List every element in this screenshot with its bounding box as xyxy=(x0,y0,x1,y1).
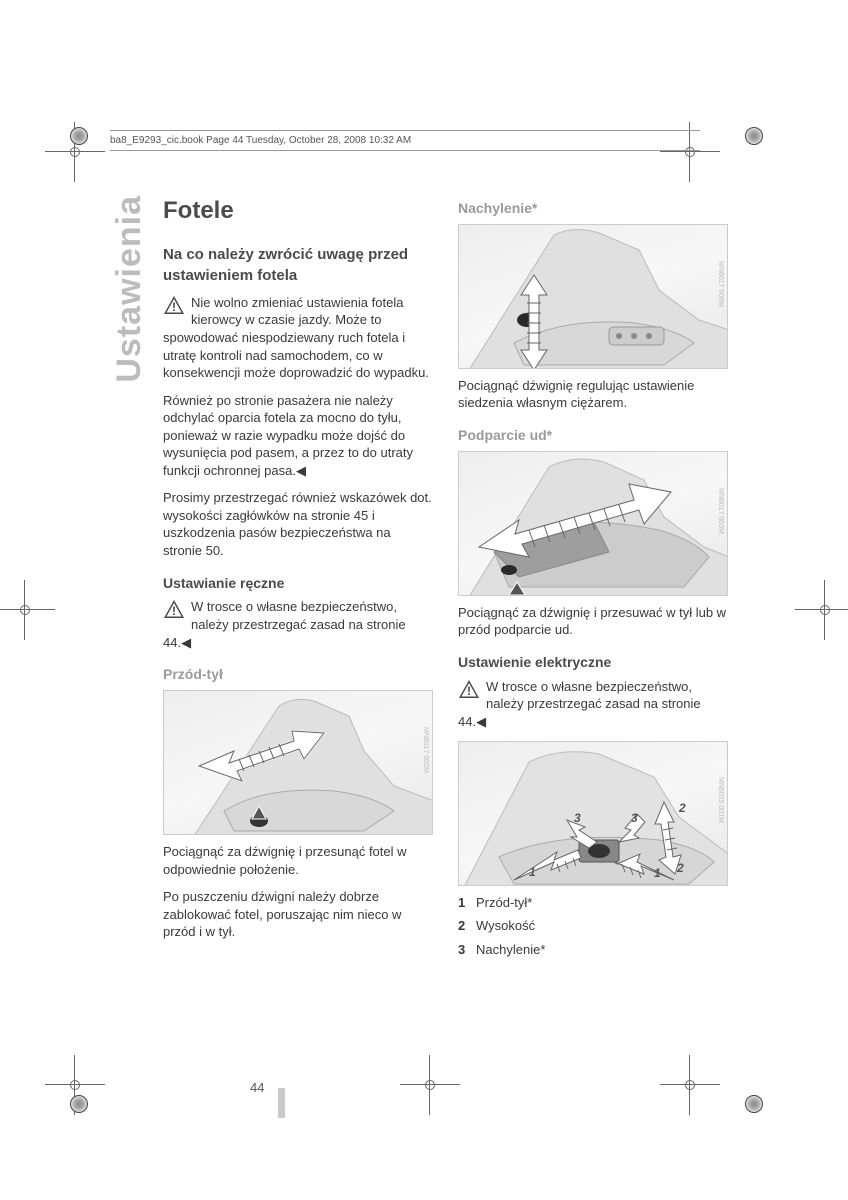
figure-seat-thigh: MN8017 003M xyxy=(458,451,728,596)
warning-icon: ! xyxy=(458,679,480,699)
warning-paragraph: ! W trosce o własne bezpieczeństwo, nale… xyxy=(163,598,433,651)
reg-circle-icon xyxy=(745,1095,763,1113)
svg-text:!: ! xyxy=(172,300,176,314)
figure-seat-electric: 1 1 2 2 3 3 MN8025 001M xyxy=(458,741,728,886)
list-item: 2Wysokość xyxy=(458,917,728,935)
figure-caption: Pociągnąć za dźwignię i przesunąć fotel … xyxy=(163,843,433,878)
reg-circle-icon xyxy=(70,127,88,145)
svg-text:3: 3 xyxy=(574,811,581,825)
reg-circle-icon xyxy=(70,1095,88,1113)
svg-text:3: 3 xyxy=(631,811,638,825)
warning-text-cont: Również po stronie pasażera nie należy o… xyxy=(163,392,433,480)
svg-text:1: 1 xyxy=(654,866,661,880)
numbered-list: 1Przód-tył* 2Wysokość 3Nachylenie* xyxy=(458,894,728,959)
subheading-fwdback: Przód-tył xyxy=(163,665,433,684)
figure-seat-tilt: MN8017 008M xyxy=(458,224,728,369)
warning-text: W trosce o własne bezpieczeństwo, należy… xyxy=(163,599,406,649)
warning-icon: ! xyxy=(163,599,185,619)
figure-id: MN8017 008M xyxy=(716,261,725,307)
figure-caption: Pociągnąć dźwignię regulując ustawienie … xyxy=(458,377,728,412)
figure-seat-fwdback: MN8017 002M xyxy=(163,690,433,835)
figure-caption-cont: Po puszczeniu dźwigni należy dobrze zabl… xyxy=(163,888,433,941)
content-columns: Fotele Na co należy zwrócić uwagę przed … xyxy=(163,195,728,964)
svg-text:2: 2 xyxy=(676,861,684,875)
body-text: Prosimy przestrzegać również wskazówek d… xyxy=(163,489,433,559)
list-item: 3Nachylenie* xyxy=(458,941,728,959)
figure-id: MN8017 002M xyxy=(421,727,430,773)
page-number: 44 xyxy=(250,1080,264,1095)
svg-text:1: 1 xyxy=(529,865,536,879)
left-column: Fotele Na co należy zwrócić uwagę przed … xyxy=(163,195,433,964)
warning-icon: ! xyxy=(163,295,185,315)
figure-id: MN8017 003M xyxy=(716,488,725,534)
subheading-tilt: Nachylenie* xyxy=(458,199,728,218)
warning-paragraph: ! W trosce o własne bezpieczeństwo, nale… xyxy=(458,678,728,731)
warning-text: Nie wolno zmieniać ustawienia fotela kie… xyxy=(163,295,429,380)
page-bar-icon xyxy=(278,1088,285,1118)
subheading-manual: Ustawianie ręczne xyxy=(163,574,433,593)
svg-text:2: 2 xyxy=(678,801,686,815)
page-title: Fotele xyxy=(163,195,433,227)
warning-text: W trosce o własne bezpieczeństwo, należy… xyxy=(458,679,701,729)
section-tab: Ustawienia xyxy=(110,195,149,383)
reg-circle-icon xyxy=(745,127,763,145)
manual-page: ba8_E9293_cic.book Page 44 Tuesday, Octo… xyxy=(0,0,848,1200)
list-item: 1Przód-tył* xyxy=(458,894,728,912)
right-column: Nachylenie* MN8017 008M Pociągnąć dźwign… xyxy=(458,195,728,964)
book-header: ba8_E9293_cic.book Page 44 Tuesday, Octo… xyxy=(110,130,700,151)
subheading: Na co należy zwrócić uwagę przed ustawie… xyxy=(163,245,433,286)
figure-caption: Pociągnąć za dźwignię i przesuwać w tył … xyxy=(458,604,728,639)
svg-text:!: ! xyxy=(172,604,176,618)
subheading-electric: Ustawienie elektryczne xyxy=(458,653,728,672)
warning-paragraph: ! Nie wolno zmieniać ustawienia fotela k… xyxy=(163,294,433,382)
figure-id: MN8025 001M xyxy=(716,777,725,823)
subheading-thigh: Podparcie ud* xyxy=(458,426,728,445)
svg-text:!: ! xyxy=(467,684,471,698)
